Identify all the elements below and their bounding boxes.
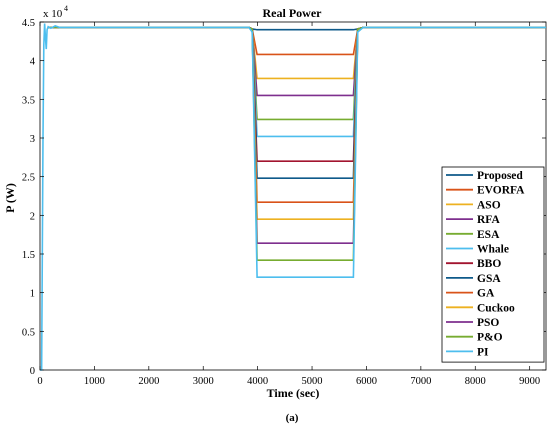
tick-layer: 0 1000 2000 3000 4000 5000 6000 7000 8000 9000 0 0.… <box>22 18 546 387</box>
y-axis-label: P (W) <box>3 183 17 213</box>
x-tick-label: 8000 <box>465 376 486 387</box>
legend-label: Whale <box>477 244 509 256</box>
y-multiplier-label: x 10 <box>43 8 63 20</box>
legend-box <box>441 166 545 363</box>
y-tick-label: 3.5 <box>22 95 35 106</box>
x-tick-label: 6000 <box>356 376 377 387</box>
x-tick-label: 9000 <box>519 376 540 387</box>
y-tick-label: 2 <box>30 211 35 222</box>
plot-area-frame <box>39 21 547 371</box>
legend-label: PI <box>477 346 489 358</box>
series-layer <box>40 23 546 371</box>
legend-label: EVORFA <box>477 185 525 197</box>
x-tick-label: 3000 <box>193 376 214 387</box>
x-tick-label: 2000 <box>138 376 159 387</box>
y-tick-label: 1 <box>30 289 35 300</box>
legend-label: ESA <box>477 229 500 241</box>
x-tick-label: 1000 <box>84 376 105 387</box>
x-tick-label: 7000 <box>410 376 431 387</box>
legend-label: Proposed <box>477 170 523 182</box>
x-tick-label: 0 <box>37 376 42 387</box>
y-tick-label: 1.5 <box>22 250 35 261</box>
y-tick-label: 3 <box>30 134 35 145</box>
legend-label: PSO <box>477 317 499 329</box>
series-line-pi <box>40 23 546 371</box>
legend-label: BBO <box>477 258 501 270</box>
y-tick-label: 4.5 <box>22 18 35 29</box>
y-tick-label: 2.5 <box>22 173 35 184</box>
x-axis-label: Time (sec) <box>267 386 320 400</box>
legend-label: GSA <box>477 273 501 285</box>
legend: Proposed EVORFA ASO RFA ESA Whale BBO GSA GA Cuck… <box>441 166 545 363</box>
legend-label: P&O <box>477 332 503 344</box>
y-tick-label: 4 <box>30 57 36 68</box>
legend-label: Cuckoo <box>477 302 515 314</box>
legend-label: RFA <box>477 214 500 226</box>
x-tick-label: 5000 <box>302 376 323 387</box>
y-tick-label: 0.5 <box>22 327 35 338</box>
y-tick-label: 0 <box>30 366 35 377</box>
y-exponent: 4 <box>64 4 68 13</box>
legend-label: ASO <box>477 199 501 211</box>
figure-caption: (a) <box>286 412 299 424</box>
legend-label: GA <box>477 288 495 300</box>
chart-title: Real Power <box>263 6 323 20</box>
x-tick-label: 4000 <box>247 376 268 387</box>
